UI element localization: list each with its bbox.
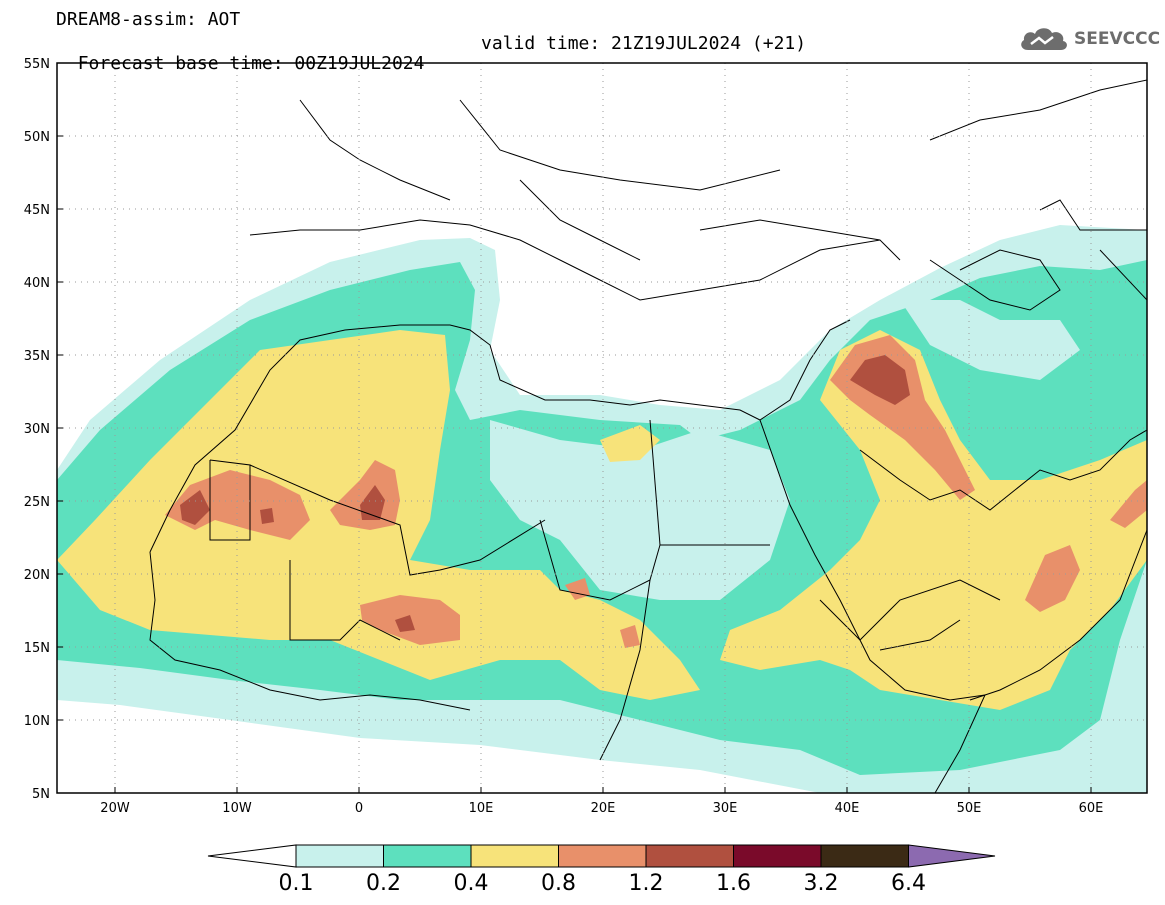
seevccc-logo: SEEVCCC [1018,22,1160,56]
lat-label: 20N [24,568,50,583]
lon-label: 20E [591,801,616,816]
colorbar-swatch [820,844,909,868]
colorbar-swatch [295,844,384,868]
lat-label: 40N [24,276,50,291]
colorbar: 0.1 0.2 0.4 0.8 1.2 1.6 3.2 6.4 [207,844,996,896]
lat-label: 35N [24,349,50,364]
colorbar-label: 0.8 [541,871,576,896]
lon-label: 10E [469,801,494,816]
colorbar-swatch [383,844,472,868]
lon-label: 30E [713,801,738,816]
lat-label: 45N [24,203,50,218]
lon-label: 60E [1079,801,1104,816]
lon-label: 50E [957,801,982,816]
lat-label: 30N [24,422,50,437]
lon-label: 40E [835,801,860,816]
cloud-icon [1021,28,1067,50]
colorbar-label: 0.4 [454,871,489,896]
lon-label: 10W [222,801,252,816]
colorbar-swatch [470,844,559,868]
colorbar-label: 0.2 [366,871,401,896]
colorbar-swatch [733,844,822,868]
lat-label: 5N [32,787,50,802]
lat-labels: 55N 50N 45N 40N 35N 30N 25N 20N 15N 10N … [24,57,50,802]
logo-text: SEEVCCC [1074,29,1161,49]
lat-label: 50N [24,130,50,145]
colorbar-label: 1.6 [716,871,751,896]
lon-label: 20W [100,801,130,816]
valid-time: valid time: 21Z19JUL2024 (+21) [481,33,807,54]
lat-label: 10N [24,714,50,729]
lon-labels: 20W 10W 0 10E 20E 30E 40E 50E 60E [100,801,1103,816]
lat-label: 55N [24,57,50,72]
colorbar-swatch [645,844,734,868]
lon-label: 0 [355,801,363,816]
map-title: DREAM8-assim: AOT [56,9,241,30]
colorbar-swatch [558,844,647,868]
axis-ticks [57,62,1092,793]
colorbar-under-arrow [207,844,297,868]
lat-label: 25N [24,495,50,510]
coastlines-borders [149,79,1147,793]
colorbar-label: 3.2 [804,871,839,896]
colorbar-label: 6.4 [891,871,926,896]
colorbar-over-arrow [908,844,996,868]
colorbar-label: 1.2 [629,871,664,896]
colorbar-label: 0.1 [279,871,314,896]
aot-field [57,225,1147,793]
lat-label: 15N [24,641,50,656]
